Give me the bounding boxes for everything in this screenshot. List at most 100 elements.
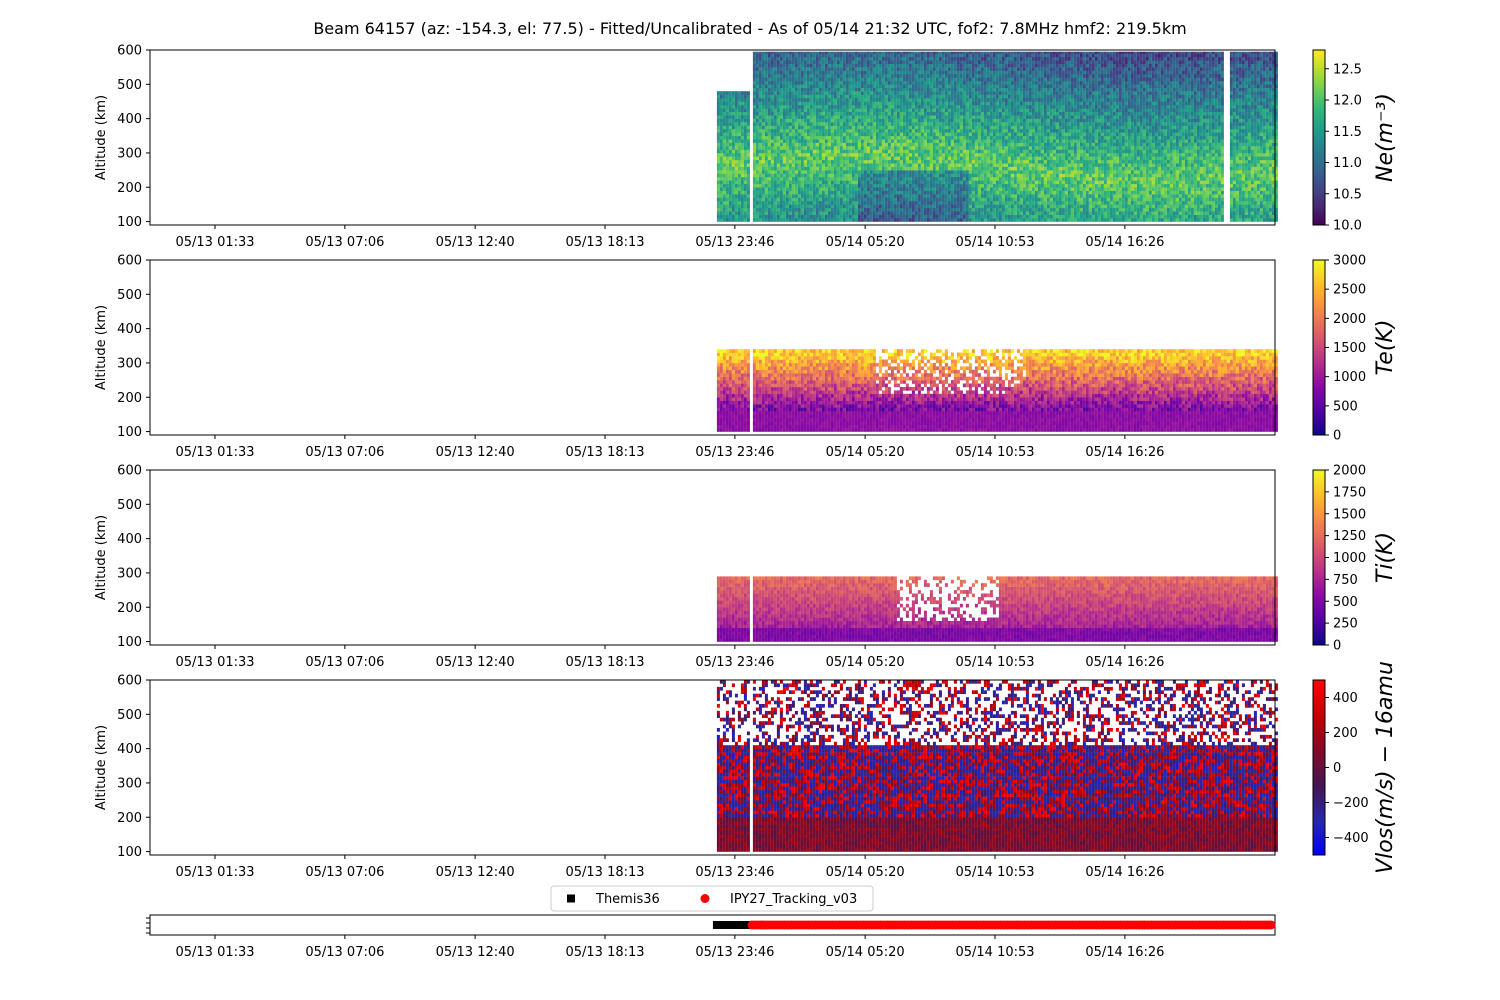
heatmap-cell [867,78,870,82]
heatmap-cell [975,102,978,106]
heatmap-cell [960,167,963,171]
heatmap-cell [936,208,939,212]
heatmap-cell [768,115,771,119]
heatmap-cell [975,167,978,171]
heatmap-cell [717,136,720,140]
heatmap-cell [1023,215,1026,219]
heatmap-cell [741,177,744,181]
heatmap-cell [1026,160,1029,164]
heatmap-cell [720,102,723,106]
heatmap-cell [927,88,930,92]
heatmap-cell [783,98,786,102]
heatmap-cell [747,215,750,219]
heatmap-cell [732,108,735,112]
heatmap-cell [795,187,798,191]
heatmap-cell [936,129,939,133]
heatmap-cell [744,204,747,208]
heatmap-cell [807,74,810,78]
heatmap-cell [957,143,960,147]
heatmap-cell [738,102,741,106]
heatmap-cell [1008,74,1011,78]
heatmap-cell [798,53,801,57]
heatmap-cell [1020,153,1023,157]
heatmap-cell [906,146,909,150]
heatmap-cell [885,60,888,64]
heatmap-cell [963,71,966,75]
heatmap-cell [825,150,828,154]
heatmap-cell [993,208,996,212]
heatmap-cell [825,198,828,202]
heatmap-cell [768,187,771,191]
heatmap-cell [756,191,759,195]
heatmap-cell [795,88,798,92]
heatmap-cell [882,170,885,174]
heatmap-cell [966,215,969,219]
heatmap-cell [936,187,939,191]
heatmap-cell [906,105,909,109]
heatmap-cell [867,215,870,219]
heatmap-cell [981,184,984,188]
heatmap-cell [753,187,756,191]
heatmap-cell [891,105,894,109]
heatmap-cell [999,198,1002,202]
heatmap-cell [729,108,732,112]
heatmap-cell [906,84,909,88]
heatmap-cell [810,112,813,116]
heatmap-cell [846,143,849,147]
heatmap-cell [861,194,864,198]
heatmap-cell [933,126,936,130]
heatmap-cell [984,167,987,171]
heatmap-cell [831,74,834,78]
heatmap-cell [924,177,927,181]
heatmap-cell [858,129,861,133]
heatmap-cell [1005,71,1008,75]
heatmap-cell [777,218,780,222]
heatmap-cell [888,194,891,198]
heatmap-cell [723,119,726,123]
heatmap-cell [927,78,930,82]
heatmap-cell [741,191,744,195]
heatmap-cell [939,64,942,68]
heatmap-cell [831,187,834,191]
heatmap-cell [957,215,960,219]
heatmap-cell [864,53,867,57]
heatmap-cell [1023,108,1026,112]
heatmap-cell [741,146,744,150]
heatmap-cell [882,105,885,109]
heatmap-cell [960,215,963,219]
heatmap-cell [828,184,831,188]
heatmap-cell [744,136,747,140]
heatmap-cell [777,194,780,198]
heatmap-cell [1023,91,1026,95]
heatmap-cell [1020,119,1023,123]
heatmap-cell [951,108,954,112]
heatmap-cell [972,150,975,154]
heatmap-cell [759,198,762,202]
heatmap-cell [918,170,921,174]
heatmap-cell [747,184,750,188]
heatmap-cell [1008,153,1011,157]
heatmap-cell [834,57,837,61]
heatmap-cell [813,198,816,202]
heatmap-cell [894,126,897,130]
heatmap-cell [915,163,918,167]
heatmap-cell [1011,119,1014,123]
heatmap-cell [810,60,813,64]
heatmap-cell [867,150,870,154]
heatmap-cell [882,57,885,61]
heatmap-cell [768,129,771,133]
heatmap-cell [870,98,873,102]
heatmap-cell [738,136,741,140]
heatmap-cell [966,88,969,92]
heatmap-cell [921,52,924,54]
heatmap-cell [822,218,825,222]
heatmap-cell [771,119,774,123]
heatmap-cell [831,78,834,82]
heatmap-cell [975,170,978,174]
heatmap-cell [846,146,849,150]
heatmap-cells [717,52,1278,222]
heatmap-cell [828,160,831,164]
heatmap-cell [744,146,747,150]
heatmap-cell [852,119,855,123]
heatmap-cell [858,143,861,147]
